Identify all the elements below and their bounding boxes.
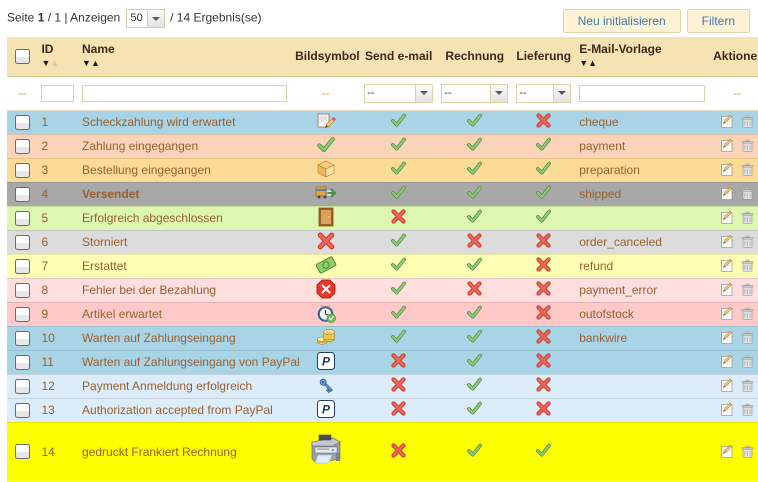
svg-text:P: P (322, 354, 331, 368)
svg-text:P: P (322, 402, 331, 416)
